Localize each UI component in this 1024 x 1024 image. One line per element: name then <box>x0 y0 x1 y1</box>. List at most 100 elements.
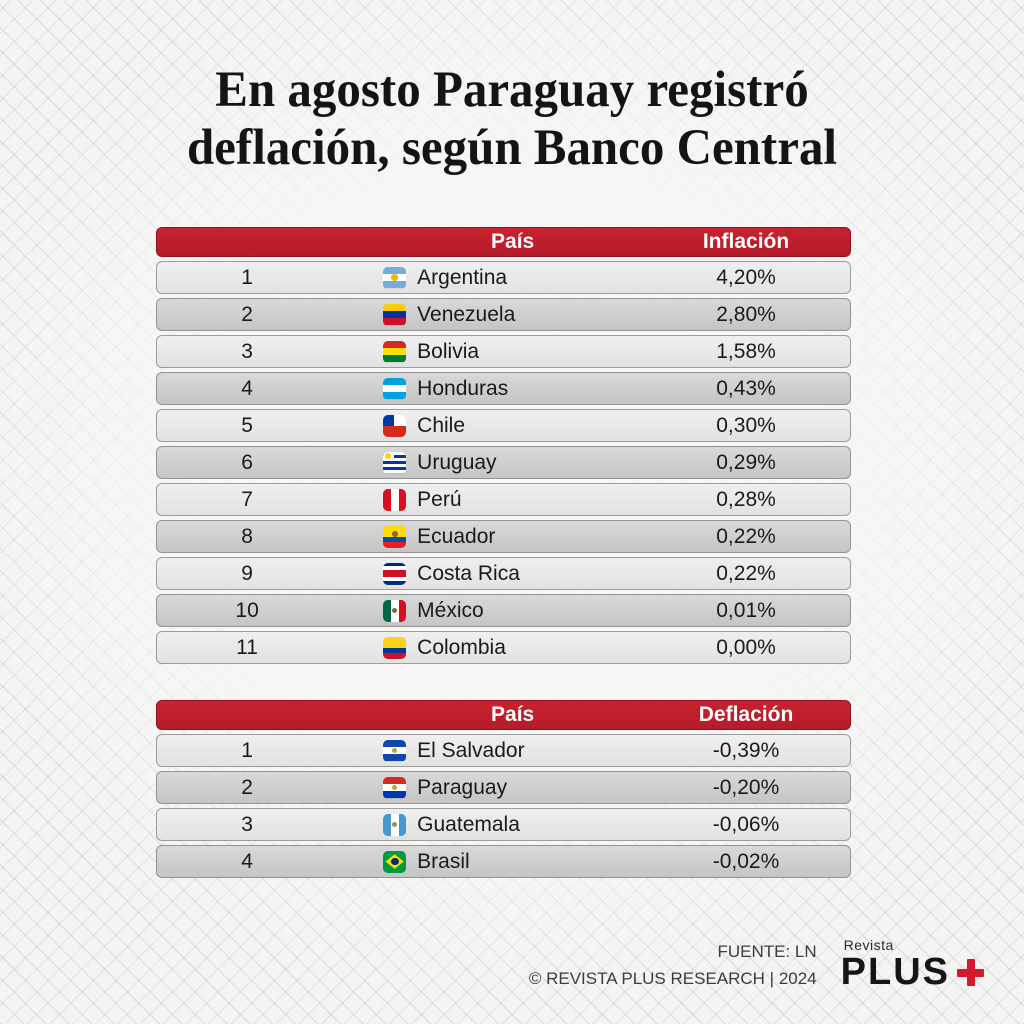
rank-cell: 10 <box>235 598 259 622</box>
guatemala-flag-icon <box>383 813 407 836</box>
value-cell: 0,22% <box>716 524 776 548</box>
country-cell: Brasil <box>337 850 642 874</box>
country-name: Guatemala <box>417 812 520 836</box>
country-name: Perú <box>417 487 462 511</box>
rank-cell: 4 <box>241 849 253 873</box>
colombia-flag-icon <box>383 636 407 659</box>
country-header: País <box>491 230 535 253</box>
country-name: Costa Rica <box>417 561 520 585</box>
country-cell: Uruguay <box>337 451 642 475</box>
value-cell: 0,30% <box>716 413 776 437</box>
value-cell: 0,29% <box>716 450 776 474</box>
value-cell: 0,01% <box>716 598 776 622</box>
credits-block: FUENTE: LN © REVISTA PLUS RESEARCH | 202… <box>529 939 817 992</box>
value-cell: -0,39% <box>712 738 780 762</box>
rank-cell: 3 <box>241 339 253 363</box>
country-name: Colombia <box>417 635 506 659</box>
logo-plus-text: PLUS <box>841 951 984 994</box>
rank-cell: 5 <box>241 413 253 437</box>
country-cell: Venezuela <box>337 303 642 327</box>
costa-rica-flag-icon <box>383 562 407 585</box>
value-cell: 0,43% <box>716 376 776 400</box>
table-row: 5 Chile 0,30% <box>156 409 851 442</box>
honduras-flag-icon <box>383 377 407 400</box>
rank-cell: 11 <box>236 635 258 659</box>
peru-flag-icon <box>383 488 407 511</box>
value-header: Deflación <box>698 703 794 726</box>
value-cell: -0,06% <box>712 812 780 836</box>
logo-revista-text: Revista <box>843 937 894 953</box>
country-header: País <box>491 703 535 726</box>
table-row: 6 Uruguay 0,29% <box>156 446 851 479</box>
table-row: 4 Honduras 0,43% <box>156 372 851 405</box>
country-name: Ecuador <box>417 524 496 548</box>
footer: FUENTE: LN © REVISTA PLUS RESEARCH | 202… <box>529 937 984 994</box>
table-row: 7 Perú 0,28% <box>156 483 851 516</box>
country-cell: Bolivia <box>337 340 642 364</box>
country-cell: Chile <box>337 414 642 438</box>
country-name: El Salvador <box>417 738 525 762</box>
country-cell: El Salvador <box>337 739 642 763</box>
chile-flag-icon <box>383 414 407 437</box>
rank-cell: 4 <box>241 376 253 400</box>
country-name: México <box>417 598 484 622</box>
table-row: 1 Argentina 4,20% <box>156 261 851 294</box>
brasil-flag-icon <box>383 850 407 873</box>
value-header: Inflación <box>702 230 790 253</box>
table-row: 4 Brasil -0,02% <box>156 845 851 878</box>
rank-cell: 8 <box>241 524 253 548</box>
venezuela-flag-icon <box>383 303 407 326</box>
country-name: Venezuela <box>417 302 516 326</box>
table-row: 3 Guatemala -0,06% <box>156 808 851 841</box>
rank-cell: 2 <box>241 302 253 326</box>
country-cell: Ecuador <box>337 525 642 549</box>
country-cell: Guatemala <box>337 813 642 837</box>
title-line-1: En agosto Paraguay registró <box>215 62 809 118</box>
table-header: País Deflación <box>156 700 851 730</box>
country-name: Bolivia <box>417 339 480 363</box>
el-salvador-flag-icon <box>383 739 407 762</box>
rank-cell: 6 <box>241 450 253 474</box>
revista-plus-logo: Revista PLUS <box>841 937 984 994</box>
country-cell: Honduras <box>337 377 642 401</box>
inflation-table: País Inflación 1 Argentina 4,20% 2 Venez… <box>156 227 851 668</box>
rank-cell: 1 <box>241 738 253 762</box>
country-cell: Costa Rica <box>337 562 642 586</box>
mexico-flag-icon <box>383 599 407 622</box>
page-title: En agosto Paraguay registró deflación, se… <box>20 62 1003 177</box>
copyright-text: © REVISTA PLUS RESEARCH | 2024 <box>528 968 817 988</box>
table-row: 2 Venezuela 2,80% <box>156 298 851 331</box>
argentina-flag-icon <box>383 266 407 289</box>
paraguay-flag-icon <box>383 776 407 799</box>
country-cell: Argentina <box>337 266 642 290</box>
rank-cell: 2 <box>241 775 253 799</box>
title-line-2: deflación, según Banco Central <box>186 119 838 176</box>
rank-cell: 1 <box>241 265 253 289</box>
source-text: FUENTE: LN <box>717 942 817 962</box>
country-cell: Paraguay <box>337 776 642 800</box>
table-row: 8 Ecuador 0,22% <box>156 520 851 553</box>
country-name: Argentina <box>417 265 508 289</box>
deflation-table: País Deflación 1 El Salvador -0,39% 2 Pa… <box>156 700 851 882</box>
table-row: 3 Bolivia 1,58% <box>156 335 851 368</box>
value-cell: 0,28% <box>716 487 776 511</box>
plus-icon <box>957 959 984 986</box>
table-row: 9 Costa Rica 0,22% <box>156 557 851 590</box>
value-cell: 2,80% <box>716 302 776 326</box>
table-row: 1 El Salvador -0,39% <box>156 734 851 767</box>
value-cell: 0,22% <box>716 561 776 585</box>
value-cell: 4,20% <box>716 265 776 289</box>
ecuador-flag-icon <box>383 525 407 548</box>
rank-cell: 3 <box>241 812 253 836</box>
value-cell: 1,58% <box>716 339 776 363</box>
table-row: 11 Colombia 0,00% <box>156 631 851 664</box>
table-row: 10 México 0,01% <box>156 594 851 627</box>
country-name: Honduras <box>417 376 509 400</box>
country-cell: Perú <box>337 488 642 512</box>
rank-cell: 9 <box>241 561 253 585</box>
country-cell: Colombia <box>337 636 642 660</box>
country-name: Paraguay <box>417 775 508 799</box>
value-cell: 0,00% <box>716 635 776 659</box>
value-cell: -0,20% <box>712 775 780 799</box>
